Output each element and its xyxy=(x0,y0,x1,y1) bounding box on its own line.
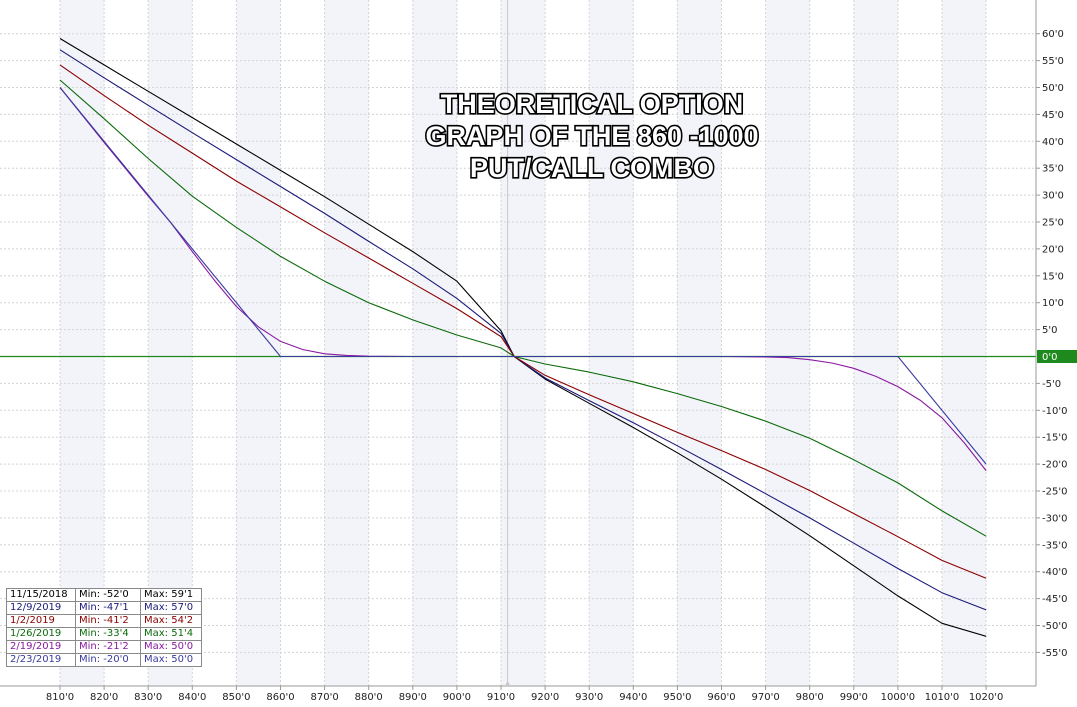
legend-row: 12/9/2019 Min: -47'1 Max: 57'0 xyxy=(6,601,202,615)
legend-max: Max: 59'1 xyxy=(140,588,202,602)
x-tick-label: 990'0 xyxy=(840,692,868,703)
x-tick-label: 970'0 xyxy=(751,692,779,703)
x-tick-label: 950'0 xyxy=(663,692,691,703)
legend-table: 11/15/2018 Min: -52'0 Max: 59'1 12/9/2019 Mi… xyxy=(6,588,202,667)
legend-min: Min: -33'4 xyxy=(75,627,141,641)
legend-row: 2/19/2019 Min: -21'2 Max: 50'0 xyxy=(6,640,202,654)
series-line-5 xyxy=(59,87,987,465)
x-tick-label: 940'0 xyxy=(619,692,647,703)
series-lines xyxy=(59,38,987,637)
y-tick-label: 45'0 xyxy=(1042,110,1064,121)
y-tick-label: -20'0 xyxy=(1042,460,1067,471)
chart-title: THEORETICAL OPTION GRAPH OF THE 860 -1000… xyxy=(425,89,758,183)
y-tick-label: 60'0 xyxy=(1042,29,1064,40)
x-tick-label: 910'0 xyxy=(487,692,515,703)
y-tick-label: -35'0 xyxy=(1042,540,1067,551)
grid-band xyxy=(853,0,898,686)
y-tick-label: -5'0 xyxy=(1042,379,1061,390)
x-tick-label: 860'0 xyxy=(266,692,294,703)
legend-max: Max: 57'0 xyxy=(140,601,202,615)
grid-band xyxy=(765,0,810,686)
x-tick-label: 820'0 xyxy=(90,692,118,703)
legend-max: Max: 50'0 xyxy=(140,640,202,654)
grid-band xyxy=(324,0,369,686)
y-tick-label: 25'0 xyxy=(1042,218,1064,229)
x-tick-label: 880'0 xyxy=(355,692,383,703)
y-tick-label: 35'0 xyxy=(1042,164,1064,175)
x-tick-label: 920'0 xyxy=(531,692,559,703)
chart-title-line: GRAPH OF THE 860 -1000 xyxy=(425,121,758,151)
legend-min: Min: -47'1 xyxy=(75,601,141,615)
y-tick-label: 40'0 xyxy=(1042,137,1064,148)
zero-value-tag-label: 0'0 xyxy=(1042,352,1057,363)
legend-date: 2/19/2019 xyxy=(6,640,76,654)
legend-max: Max: 51'4 xyxy=(140,627,202,641)
y-tick-label: 10'0 xyxy=(1042,298,1064,309)
grid-band xyxy=(60,0,105,686)
legend-date: 11/15/2018 xyxy=(6,588,76,602)
y-tick-label: -25'0 xyxy=(1042,487,1067,498)
legend-date: 1/26/2019 xyxy=(6,627,76,641)
zero-value-tag xyxy=(1037,350,1077,363)
x-tick-label: 850'0 xyxy=(222,692,250,703)
x-tick-label: 870'0 xyxy=(310,692,338,703)
legend-date: 2/23/2019 xyxy=(6,653,76,667)
y-tick-label: -50'0 xyxy=(1042,621,1067,632)
grid-band xyxy=(942,0,987,686)
y-tick-label: -10'0 xyxy=(1042,406,1067,417)
y-tick-label: 55'0 xyxy=(1042,56,1064,67)
legend-row: 1/2/2019 Min: -41'2 Max: 54'2 xyxy=(6,614,202,628)
legend-min: Min: -41'2 xyxy=(75,614,141,628)
legend-min: Min: -21'2 xyxy=(75,640,141,654)
legend-min: Min: -20'0 xyxy=(75,653,141,667)
y-tick-label: 15'0 xyxy=(1042,271,1064,282)
y-tick-label: 50'0 xyxy=(1042,83,1064,94)
y-tick-label: 20'0 xyxy=(1042,244,1064,255)
y-tick-label: 30'0 xyxy=(1042,191,1064,202)
x-tick-label: 830'0 xyxy=(134,692,162,703)
x-tick-label: 980'0 xyxy=(796,692,824,703)
x-tick-label: 810'0 xyxy=(46,692,74,703)
legend-row: 11/15/2018 Min: -52'0 Max: 59'1 xyxy=(6,588,202,602)
x-tick-label: 890'0 xyxy=(399,692,427,703)
cursor-marker xyxy=(504,681,511,686)
legend-row: 2/23/2019 Min: -20'0 Max: 50'0 xyxy=(6,653,202,667)
y-tick-label: -55'0 xyxy=(1042,648,1067,659)
y-tick-label: -30'0 xyxy=(1042,513,1067,524)
legend-max: Max: 54'2 xyxy=(140,614,202,628)
x-tick-label: 840'0 xyxy=(178,692,206,703)
legend-date: 1/2/2019 xyxy=(6,614,76,628)
chart-title-line: THEORETICAL OPTION xyxy=(441,89,744,119)
x-tick-label: 900'0 xyxy=(443,692,471,703)
x-tick-label: 960'0 xyxy=(707,692,735,703)
y-tick-label: -45'0 xyxy=(1042,594,1067,605)
y-tick-label: -40'0 xyxy=(1042,567,1067,578)
x-tick-label: 930'0 xyxy=(575,692,603,703)
x-tick-label: 1020'0 xyxy=(969,692,1004,703)
grid-band xyxy=(236,0,281,686)
y-tick-label: 5'0 xyxy=(1042,325,1057,336)
x-tick-label: 1010'0 xyxy=(925,692,960,703)
legend-row: 1/26/2019 Min: -33'4 Max: 51'4 xyxy=(6,627,202,641)
legend-min: Min: -52'0 xyxy=(75,588,141,602)
chart-title-line: PUT/CALL COMBO xyxy=(470,153,714,183)
legend-max: Max: 50'0 xyxy=(140,653,202,667)
grid-band xyxy=(148,0,193,686)
x-tick-label: 1000'0 xyxy=(881,692,916,703)
legend-date: 12/9/2019 xyxy=(6,601,76,615)
y-tick-label: -15'0 xyxy=(1042,433,1067,444)
